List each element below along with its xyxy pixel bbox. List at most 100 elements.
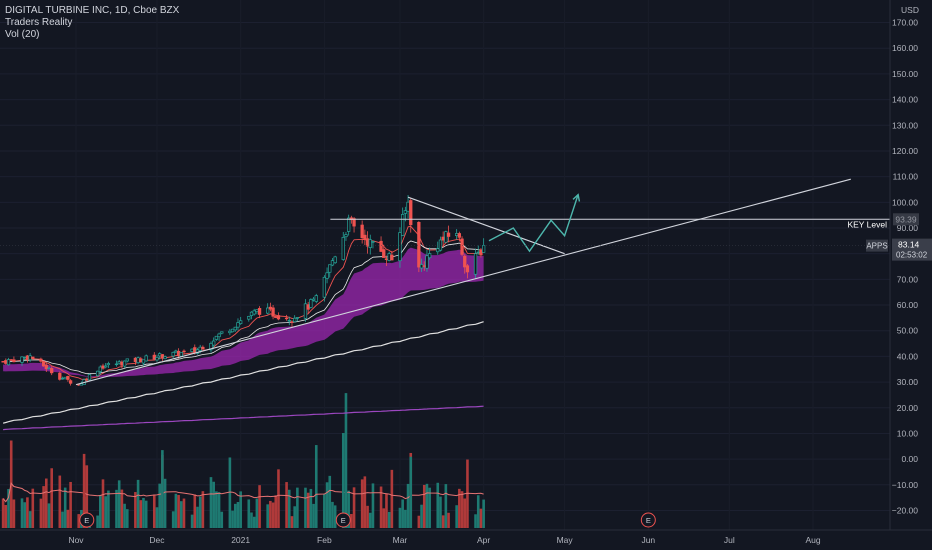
- candle-body: [379, 240, 383, 252]
- price-tick: −20.00: [892, 505, 919, 515]
- candle-body: [122, 360, 127, 367]
- projection-path: [488, 194, 579, 253]
- candle-body: [371, 241, 375, 243]
- candle-body: [463, 255, 467, 268]
- candle-body: [66, 376, 70, 380]
- volume-bar: [47, 503, 51, 528]
- volume-bar: [12, 499, 16, 528]
- candle-body: [268, 306, 273, 310]
- volume-bar: [428, 487, 431, 528]
- volume-bar: [177, 494, 180, 528]
- candle-body: [436, 248, 440, 253]
- price-axis: USD 170.00 160.00 150.00 140.00 130.00 120.00 1…: [847, 0, 932, 530]
- candle-body: [274, 316, 278, 318]
- volume-ma-line: [2, 482, 484, 503]
- volume-bar: [174, 493, 178, 528]
- key-level-tag: [893, 213, 919, 226]
- volume-bar: [252, 516, 256, 528]
- candle-body: [41, 361, 46, 367]
- volume-bar: [96, 515, 99, 528]
- candle-body: [252, 310, 256, 315]
- trendline: [75, 178, 851, 386]
- candle-body: [325, 272, 329, 279]
- candle-body: [9, 359, 13, 361]
- candle-body: [460, 238, 464, 255]
- volume-bar: [247, 499, 251, 528]
- volume-bar: [368, 512, 372, 528]
- candle-body: [473, 253, 478, 275]
- candle-body: [39, 358, 43, 362]
- drawings: [0, 178, 890, 386]
- price-tick: 70.00: [897, 274, 919, 284]
- volume-bars: [1, 393, 485, 528]
- candle-body: [198, 346, 202, 351]
- price-tick: 90.00: [897, 223, 919, 233]
- indicator-label[interactable]: Traders Reality: [5, 17, 73, 28]
- volume-bar: [258, 485, 261, 528]
- candle-body: [303, 303, 308, 319]
- volume-bar: [163, 478, 167, 528]
- candle-body: [368, 239, 372, 248]
- candle-body: [290, 321, 294, 323]
- candle-body: [220, 331, 224, 334]
- candle-body: [417, 222, 421, 268]
- last-price-tag: [892, 238, 932, 261]
- volume-bar: [152, 494, 156, 528]
- volume-bar: [20, 498, 24, 528]
- candle-body: [230, 328, 235, 333]
- volume-bar: [171, 511, 175, 528]
- time-tick: Dec: [149, 535, 165, 545]
- volume-spike: [409, 456, 413, 528]
- currency-label: USD: [901, 5, 919, 15]
- price-tick: 40.00: [897, 351, 919, 361]
- time-tick: Nov: [68, 535, 84, 545]
- volume-bar: [417, 515, 421, 528]
- candle-body: [212, 340, 216, 346]
- price-tick: 10.00: [897, 428, 919, 438]
- candle-body: [363, 234, 367, 240]
- volume-bar: [476, 495, 480, 528]
- volume-bar: [45, 478, 48, 528]
- volume-bar: [201, 491, 205, 528]
- candle-body: [347, 217, 351, 232]
- volume-label[interactable]: Vol (20): [5, 29, 40, 40]
- candle-body: [1, 361, 5, 363]
- volume-bar: [360, 479, 364, 528]
- earnings-label: E: [84, 516, 89, 525]
- candle-body: [133, 357, 138, 363]
- key-level-value: 93.39: [895, 214, 917, 224]
- volume-bar: [366, 505, 369, 528]
- candle-body: [311, 298, 316, 301]
- volume-bar: [26, 497, 29, 528]
- candle-body: [239, 320, 243, 324]
- volume-bar: [1, 498, 5, 528]
- volume-bar: [158, 483, 161, 528]
- volume-bar: [255, 498, 259, 528]
- volume-bar: [134, 492, 137, 528]
- bar-countdown: 02:53:02: [896, 251, 928, 260]
- candle-body: [190, 348, 194, 352]
- volume-bar: [425, 483, 429, 528]
- volume-bar: [120, 489, 124, 528]
- symbol-title[interactable]: DIGITAL TURBINE INC, 1D, Cboe BZX: [5, 5, 180, 16]
- volume-bar: [66, 509, 70, 528]
- candle-body: [182, 350, 186, 353]
- candle-body: [152, 354, 156, 360]
- candle-body: [217, 333, 221, 338]
- candle-body: [106, 363, 111, 366]
- volume-bar: [98, 494, 102, 528]
- candle-body: [179, 352, 183, 357]
- volume-bar: [304, 487, 307, 528]
- candle-body: [28, 355, 32, 361]
- candle-body: [136, 357, 140, 364]
- volume-bar: [104, 496, 107, 528]
- candle-body: [144, 355, 148, 362]
- candle-body: [4, 360, 8, 364]
- volume-bar: [61, 511, 64, 528]
- volume-bar: [69, 481, 72, 528]
- candle-body: [444, 231, 448, 243]
- candle-body: [344, 234, 348, 238]
- candle-body: [60, 377, 65, 380]
- candle-body: [441, 236, 445, 241]
